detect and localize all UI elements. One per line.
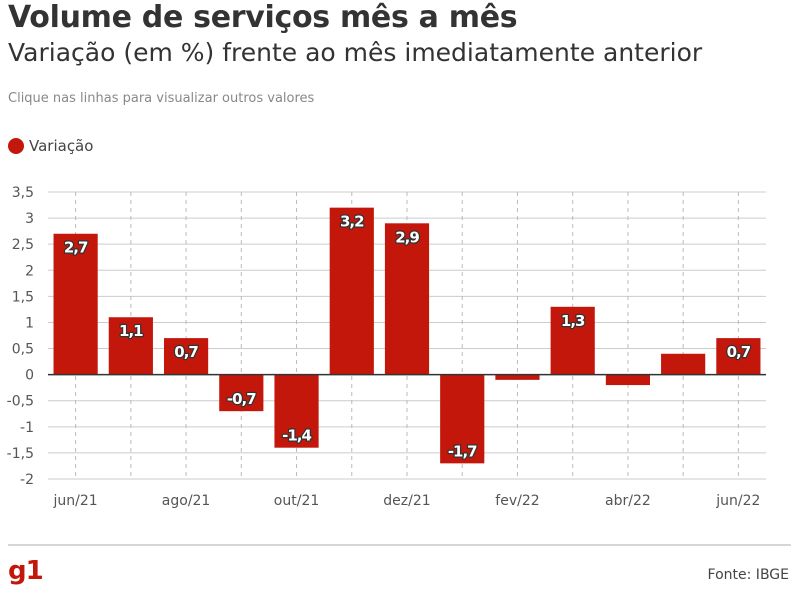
y-tick-label: 0,5 [12,342,34,358]
y-tick-label: -1 [20,420,34,436]
bar-fev-22 [495,374,540,380]
data-label: 0,7 [727,343,751,361]
data-label: 2,7 [64,239,88,257]
x-tick-label: out/21 [274,493,319,509]
data-label: -0,7 [227,390,256,408]
footer-divider [8,544,791,546]
y-tick-label: 2,5 [12,237,34,253]
bar-mar-22 [550,306,595,375]
y-tick-label: -2 [20,472,34,488]
bar-jun-22 [716,338,761,375]
y-tick-label: 1,5 [12,289,34,305]
bar-nov-21 [329,207,374,375]
data-label: 2,9 [395,228,419,246]
x-tick-label: jun/22 [715,493,760,509]
bar-set-21 [219,374,264,412]
y-tick-label: 2 [25,263,34,279]
legend-dot-icon [8,138,24,154]
bar-jun-21 [53,233,98,375]
bar-abr-22 [605,374,651,386]
y-tick-label: 3,5 [12,185,34,201]
bar-out-21 [274,374,319,448]
g1-logo[interactable]: g1 [8,556,44,586]
data-label: 0,7 [174,343,198,361]
x-tick-label: fev/22 [495,493,539,509]
data-label: 3,2 [340,213,364,231]
bar-dez-21 [384,223,430,375]
chart-title: Volume de serviços mês a mês [8,0,518,35]
data-label: -1,4 [282,427,311,445]
y-tick-label: 0 [25,368,34,384]
bar-mai-22 [661,353,706,375]
source-note: Fonte: IBGE [707,567,789,583]
chart-hint: Clique nas linhas para visualizar outros… [8,91,315,106]
y-tick-label: 1 [25,315,34,331]
data-label: -1,7 [448,442,477,460]
x-tick-label: dez/21 [383,493,430,509]
y-tick-label: 3 [25,211,34,227]
legend-label: Variação [29,137,94,155]
y-tick-label: -0,5 [7,394,34,410]
x-tick-label: ago/21 [162,493,211,509]
legend-item-variacao[interactable]: Variação [8,137,93,155]
bar-jan-22 [440,374,485,464]
x-tick-label: abr/22 [605,493,651,509]
x-tick-label: jun/21 [53,493,98,509]
data-label: 1,3 [561,312,585,330]
bar-jul-21 [108,317,153,375]
data-label: 1,1 [119,322,143,340]
y-tick-label: -1,5 [7,446,34,462]
bar-ago-21 [163,338,209,375]
chart-subtitle: Variação (em %) frente ao mês imediatame… [8,38,703,67]
